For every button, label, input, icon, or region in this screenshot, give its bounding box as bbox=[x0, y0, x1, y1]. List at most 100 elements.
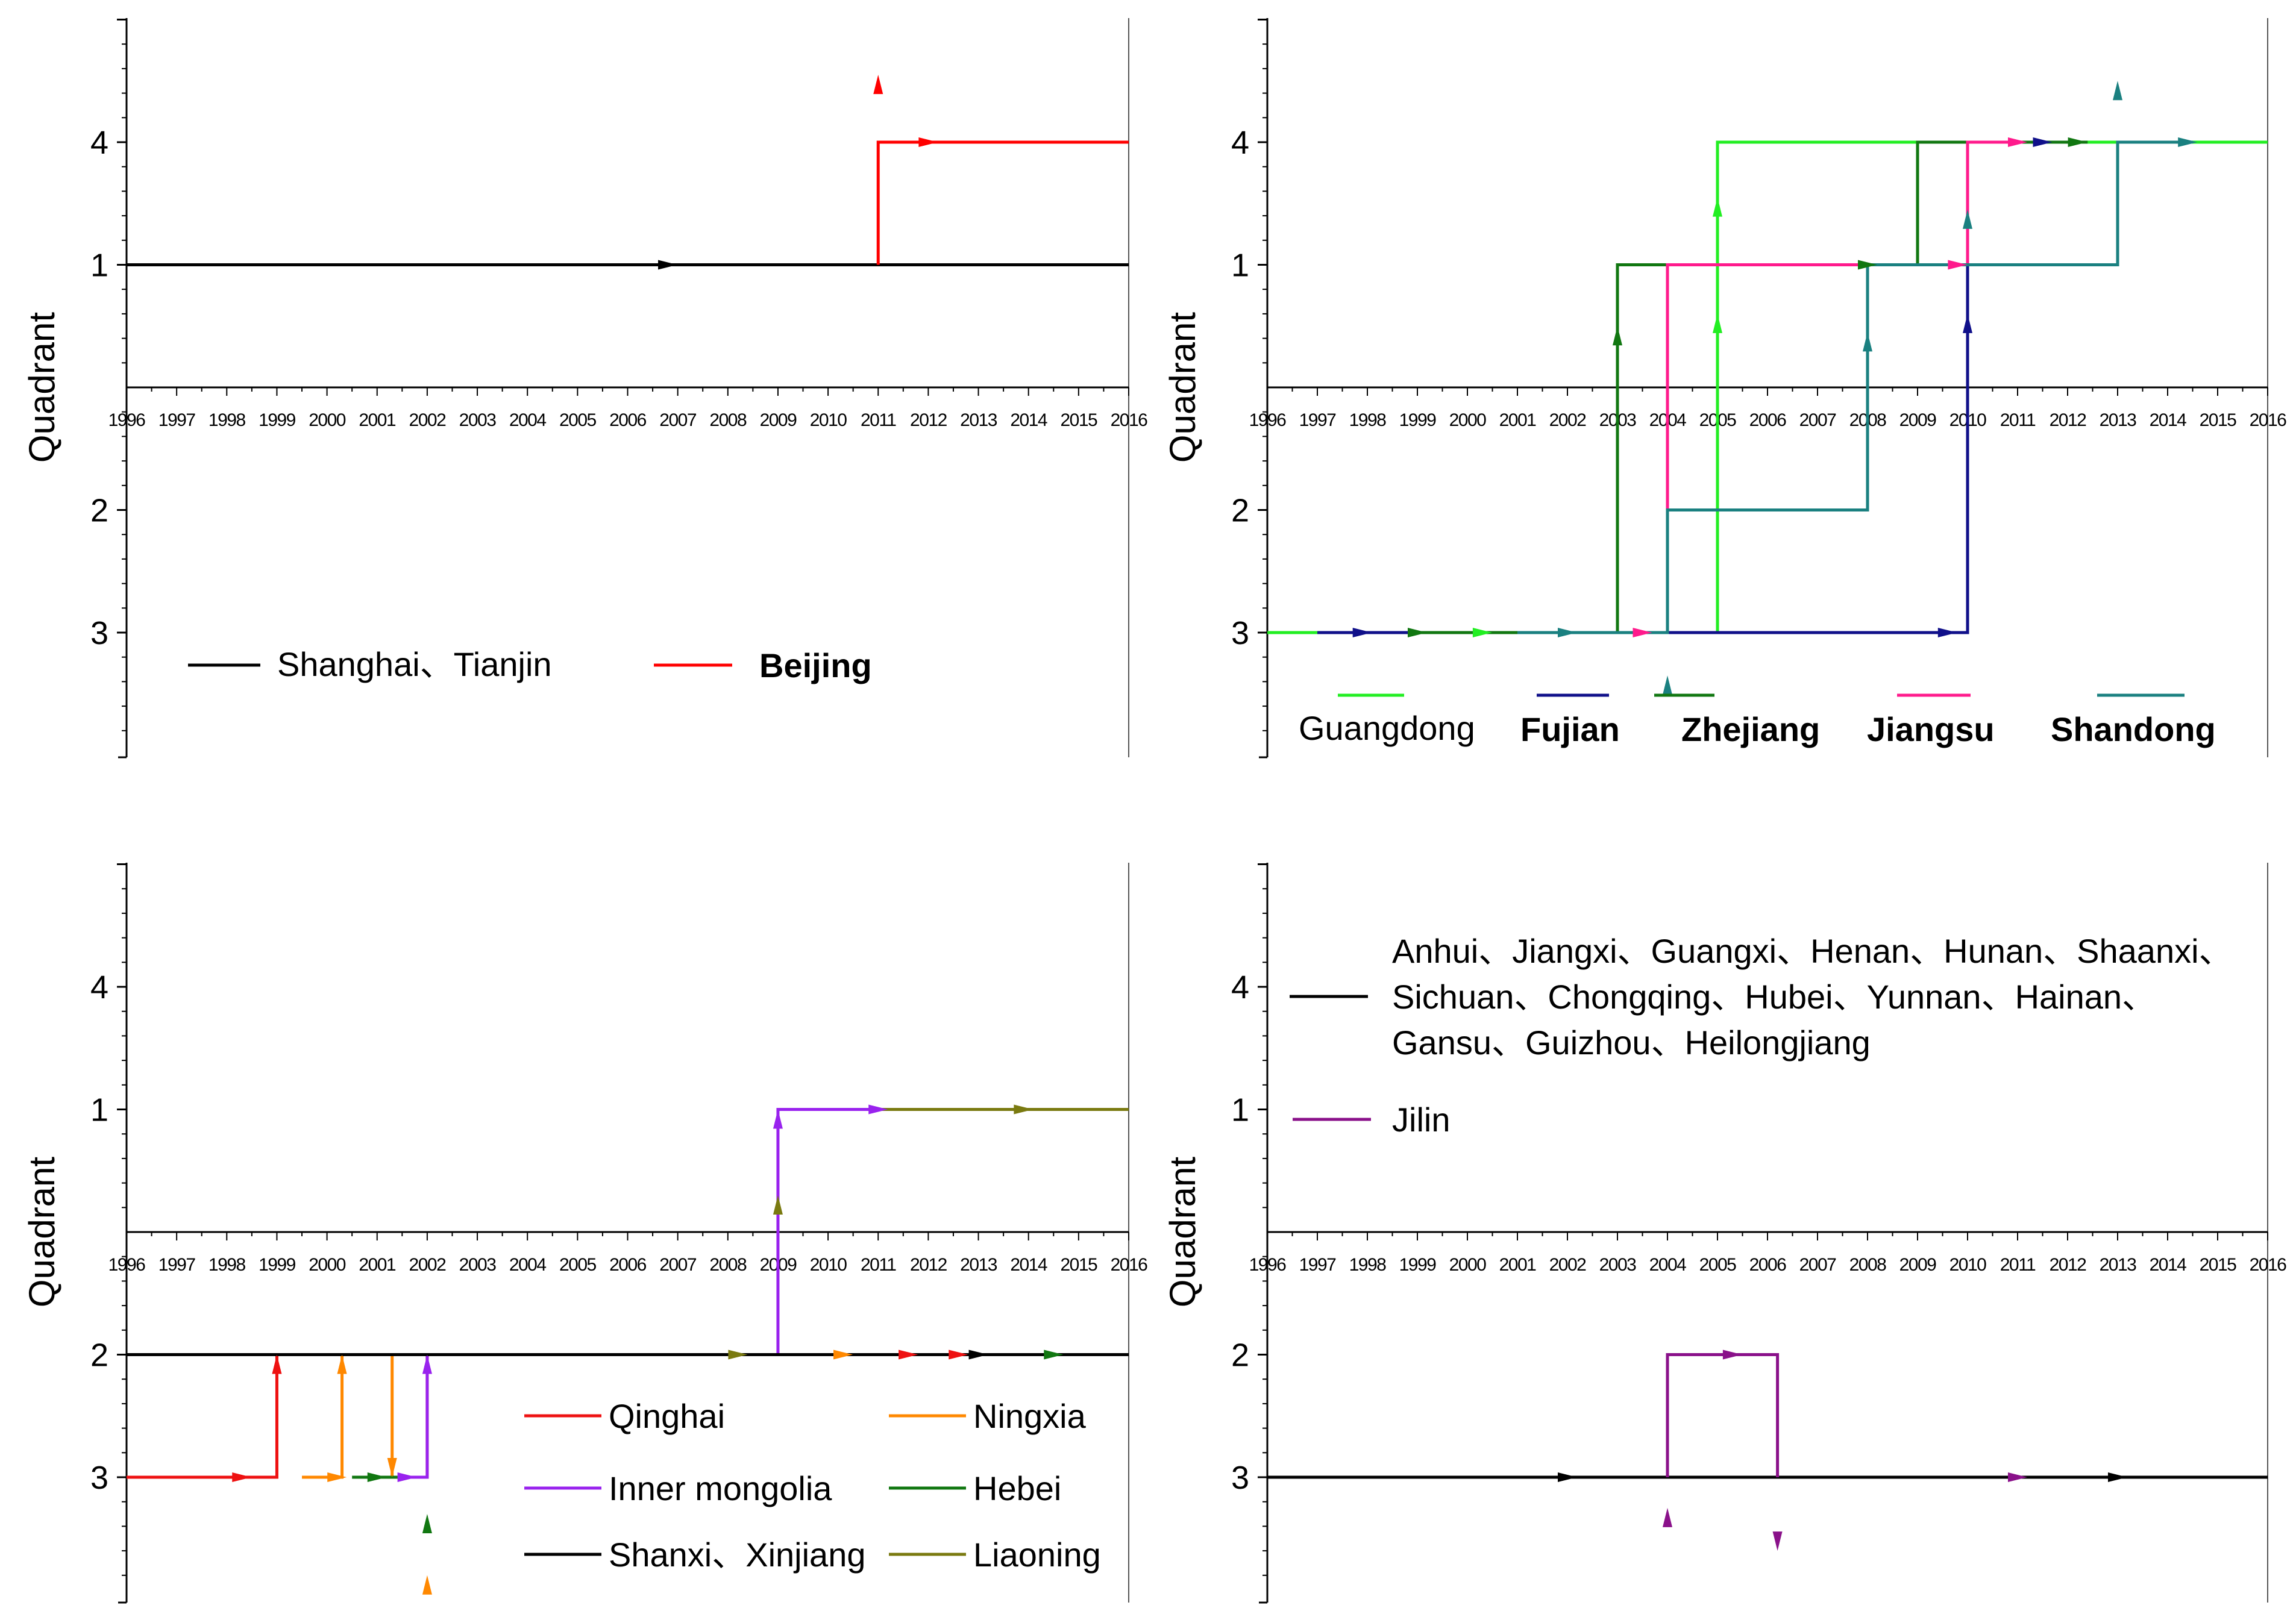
arrow-marker bbox=[1613, 326, 1622, 346]
x-tick-label: 2002 bbox=[1549, 1255, 1587, 1275]
x-tick-label: 2008 bbox=[1849, 1255, 1887, 1275]
x-tick-label: 2012 bbox=[2050, 1255, 2087, 1275]
arrow-marker bbox=[1408, 628, 1427, 637]
x-tick-label: 1996 bbox=[108, 1255, 146, 1275]
y-tick-label: 2 bbox=[1231, 493, 1249, 529]
x-tick-label: 2001 bbox=[1499, 1255, 1537, 1275]
arrow-marker bbox=[728, 1350, 748, 1360]
arrow-marker bbox=[1963, 313, 1972, 333]
x-tick-label: 2013 bbox=[2100, 1255, 2137, 1275]
arrow-marker bbox=[773, 1109, 783, 1129]
chart-panel-top-right: 4 1 2 3 Quadrant 1996 1997 1998 1999 2000 2001 2002… bbox=[1162, 18, 2288, 758]
legend-bottom-right: Anhui、Jiangxi、Guangxi、Henan、Hunan、Shaanx… bbox=[1290, 932, 2233, 1139]
arrow-marker bbox=[1713, 313, 1722, 333]
y-tick-label: 3 bbox=[90, 1460, 108, 1496]
arrow-marker bbox=[1663, 1507, 1672, 1527]
arrow-marker bbox=[968, 1350, 988, 1360]
legend-label: Fujian bbox=[1520, 710, 1620, 748]
legend-top-right: Guangdong Fujian Zhejiang Jiangsu Shandong bbox=[1299, 693, 2216, 748]
legend-label: Zhejiang bbox=[1681, 710, 1820, 748]
y-axis-label: Quadrant bbox=[1162, 312, 1203, 463]
y-tick-label: 3 bbox=[90, 615, 108, 651]
x-tick-label: 2005 bbox=[559, 410, 597, 430]
x-tick-label: 2013 bbox=[960, 410, 997, 430]
arrow-marker bbox=[272, 1354, 282, 1374]
legend-label: Gansu、Guizhou、Heilongjiang bbox=[1392, 1024, 1871, 1062]
x-tick-label: 1999 bbox=[259, 1255, 296, 1275]
arrow-marker bbox=[658, 260, 678, 270]
x-tick-label: 1997 bbox=[1299, 1255, 1337, 1275]
series-line-shandong bbox=[1517, 140, 2193, 634]
series-line-beijing bbox=[876, 140, 1129, 265]
arrow-marker bbox=[949, 1350, 968, 1360]
x-tick-label: 1997 bbox=[158, 410, 196, 430]
chart-panel-bottom-right: 4 1 2 3 Quadrant 1996 1997 1998 1999 2000 2001 2002… bbox=[1162, 863, 2288, 1604]
legend-label: Sichuan、Chongqing、Hubei、Yunnan、Hainan、 bbox=[1392, 978, 2156, 1016]
x-tick-label: 2006 bbox=[609, 1255, 647, 1275]
arrow-marker bbox=[232, 1472, 252, 1482]
legend-label: Ningxia bbox=[973, 1397, 1087, 1435]
x-tick-label: 2014 bbox=[2150, 1255, 2187, 1275]
chart-panel-top-left: 4 1 2 3 Quadrant 1996 1997 1998 1999 2000 2001 2002… bbox=[22, 18, 1149, 758]
legend-label: Hebei bbox=[973, 1469, 1061, 1507]
arrow-marker bbox=[918, 137, 938, 147]
x-tick-label: 2009 bbox=[1899, 410, 1937, 430]
x-tick-label: 2011 bbox=[861, 1255, 896, 1275]
y-tick-label: 2 bbox=[1231, 1337, 1249, 1374]
x-tick-label: 1996 bbox=[1249, 410, 1287, 430]
y-tick-label: 1 bbox=[1231, 248, 1249, 284]
arrow-marker bbox=[2008, 137, 2027, 147]
arrow-marker bbox=[1858, 260, 1877, 270]
x-tick-label: 2010 bbox=[810, 410, 847, 430]
x-tick-label: 2004 bbox=[509, 1255, 547, 1275]
x-tick-label: 2014 bbox=[1010, 1255, 1047, 1275]
legend-label: Inner mongolia bbox=[609, 1469, 832, 1507]
arrow-marker bbox=[367, 1472, 387, 1482]
x-tick-label: 2002 bbox=[409, 410, 447, 430]
x-tick-label: 2005 bbox=[559, 1255, 597, 1275]
x-tick-label: 1999 bbox=[1399, 1255, 1437, 1275]
x-tick-label: 2000 bbox=[309, 1255, 346, 1275]
arrow-marker bbox=[1044, 1350, 1064, 1360]
y-tick-label: 4 bbox=[90, 125, 108, 161]
y-tick-label: 1 bbox=[1231, 1092, 1249, 1128]
arrow-marker bbox=[2008, 1472, 2027, 1482]
x-tick-label: 2004 bbox=[1649, 1255, 1687, 1275]
arrow-marker bbox=[397, 1472, 417, 1482]
y-tick-label: 1 bbox=[90, 1092, 108, 1128]
x-tick-label: 2012 bbox=[2050, 410, 2087, 430]
x-tick-label: 2010 bbox=[810, 1255, 847, 1275]
x-tick-label: 2015 bbox=[2200, 410, 2237, 430]
x-tick-label: 2016 bbox=[1111, 410, 1148, 430]
arrow-marker bbox=[1558, 628, 1577, 637]
arrow-marker bbox=[1937, 628, 1957, 637]
series-line-qinghai bbox=[127, 1354, 278, 1479]
series-line-ningxia bbox=[302, 1353, 429, 1479]
x-tick-label: 2010 bbox=[1949, 1255, 1987, 1275]
legend-label: Shanxi、Xinjiang bbox=[609, 1536, 865, 1574]
x-tick-label: 2003 bbox=[459, 1255, 497, 1275]
arrow-marker bbox=[873, 75, 883, 95]
x-tick-label: 1996 bbox=[108, 410, 146, 430]
x-tick-label: 2013 bbox=[2100, 410, 2137, 430]
arrow-marker bbox=[422, 1514, 432, 1534]
arrow-marker bbox=[773, 1195, 783, 1215]
arrow-marker bbox=[1863, 332, 1872, 352]
arrow-marker bbox=[2033, 137, 2053, 147]
arrow-marker bbox=[1663, 675, 1672, 695]
y-axis-label: Quadrant bbox=[22, 1157, 62, 1307]
x-tick-label: 2006 bbox=[1749, 410, 1787, 430]
arrow-marker bbox=[1352, 628, 1372, 637]
x-tick-label: 1999 bbox=[259, 410, 296, 430]
arrow-marker bbox=[1948, 260, 1968, 270]
legend-label: Liaoning bbox=[973, 1536, 1101, 1574]
arrow-marker bbox=[2068, 137, 2087, 147]
arrow-marker bbox=[1014, 1104, 1034, 1115]
arrow-marker bbox=[327, 1472, 347, 1482]
series-line-jilin bbox=[1666, 1353, 1780, 1477]
x-tick-label: 2016 bbox=[2250, 1255, 2287, 1275]
x-tick-label: 2007 bbox=[659, 410, 697, 430]
y-axis-label: Quadrant bbox=[1162, 1157, 1203, 1307]
x-tick-label: 2006 bbox=[1749, 1255, 1787, 1275]
x-tick-label: 2004 bbox=[509, 410, 547, 430]
